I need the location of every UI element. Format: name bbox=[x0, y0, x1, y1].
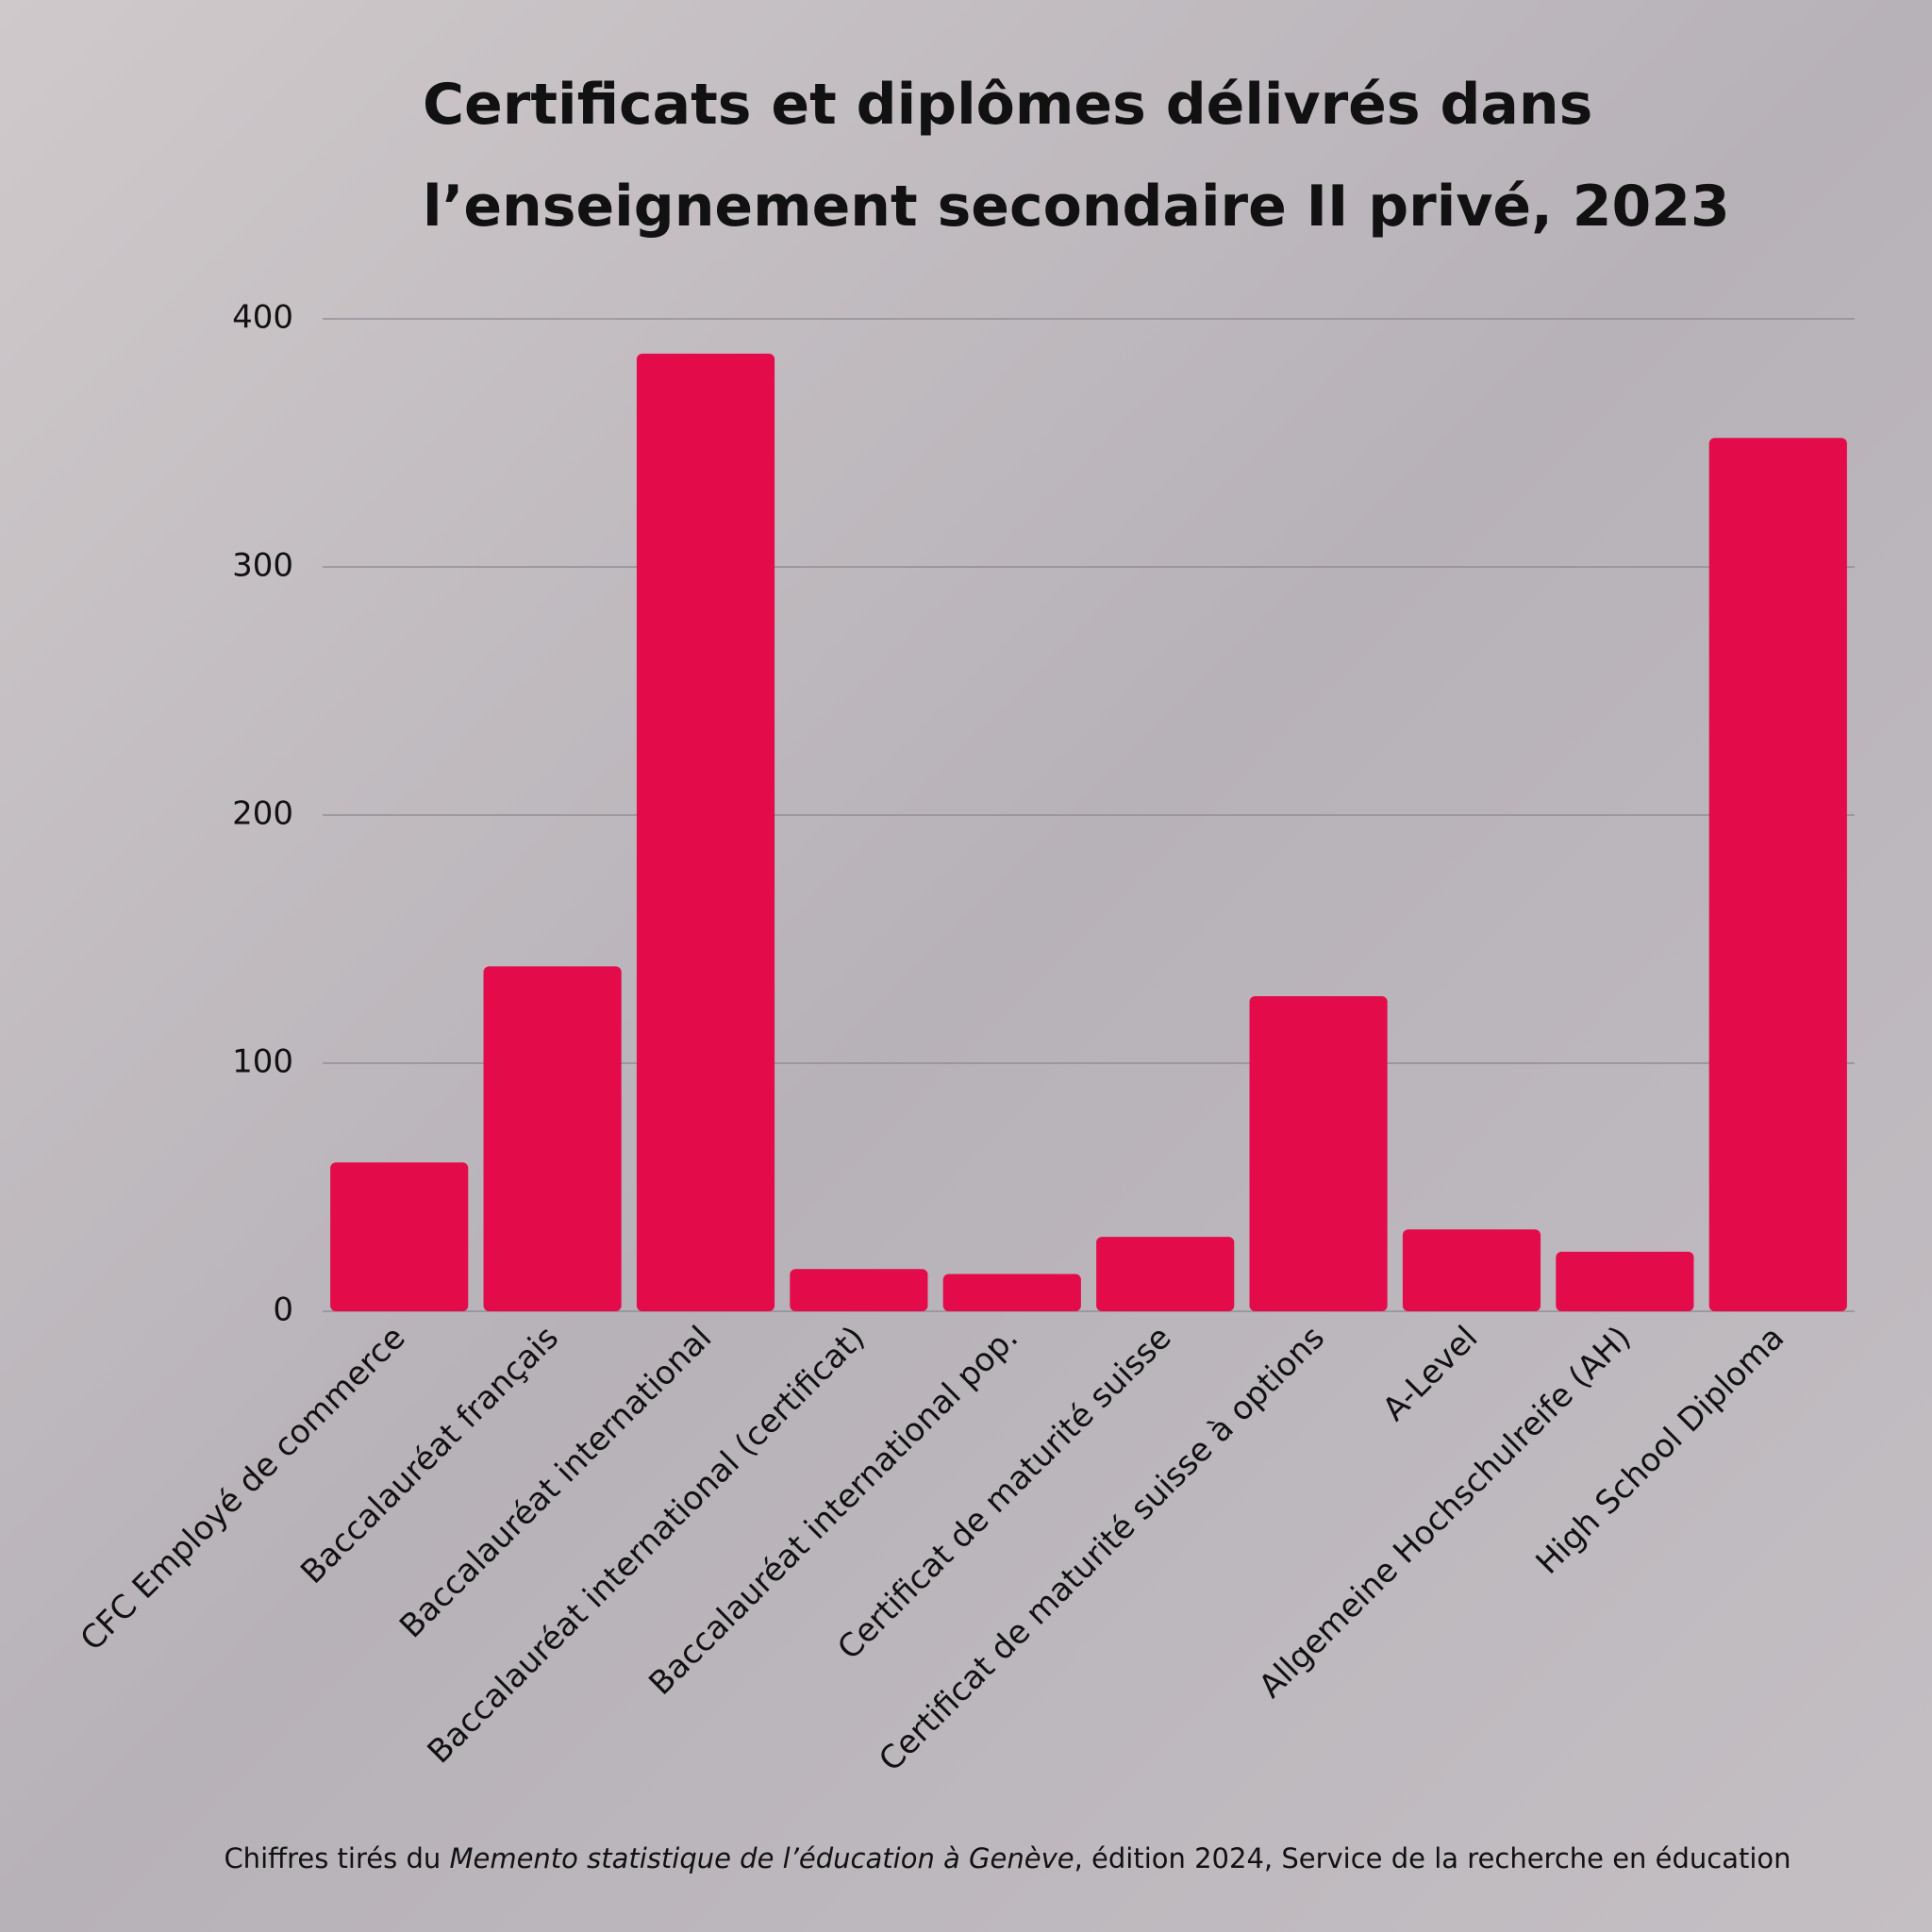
chart-title: Certificats et diplômes délivrés dans bbox=[423, 72, 1592, 138]
source-text: Chiffres tirés du bbox=[224, 1842, 449, 1874]
source-note: Chiffres tirés du Memento statistique de… bbox=[224, 1842, 1790, 1874]
source-text: , édition 2024, Service de la recherche … bbox=[1074, 1842, 1791, 1874]
source-title: Memento statistique de l’éducation à Gen… bbox=[449, 1842, 1074, 1874]
bar bbox=[1556, 1251, 1694, 1311]
bar bbox=[1249, 995, 1388, 1311]
y-tick-label: 300 bbox=[232, 547, 293, 585]
bar bbox=[1096, 1237, 1235, 1311]
bar bbox=[483, 966, 622, 1311]
y-tick-label: 200 bbox=[232, 795, 293, 833]
y-tick-label: 400 bbox=[232, 299, 293, 337]
y-tick-label: 100 bbox=[232, 1043, 293, 1081]
bar bbox=[790, 1269, 928, 1311]
chart-title: l’enseignement secondaire II privé, 2023 bbox=[423, 174, 1730, 240]
bar bbox=[1708, 438, 1847, 1311]
bar bbox=[330, 1162, 469, 1311]
bar bbox=[1402, 1229, 1541, 1311]
bar bbox=[636, 353, 775, 1311]
y-tick-label: 0 bbox=[273, 1291, 293, 1329]
bar bbox=[942, 1274, 1081, 1311]
